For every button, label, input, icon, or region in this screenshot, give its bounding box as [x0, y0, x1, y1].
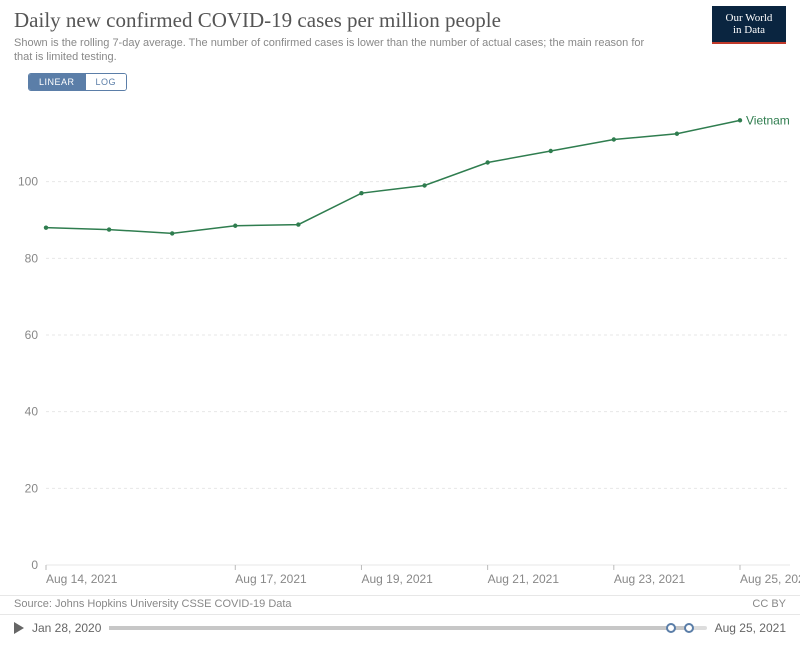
- chart-footer: Source: Johns Hopkins University CSSE CO…: [0, 595, 800, 615]
- series-point: [422, 183, 426, 187]
- chart-area: 0 20 40 60 80 100 Aug 14, 2021 Aug 17, 2021 Aug …: [0, 95, 800, 595]
- x-tick-label: Aug 21, 2021: [488, 572, 560, 586]
- y-tick-label: 100: [18, 174, 38, 188]
- series-point: [549, 148, 553, 152]
- x-tick-label: Aug 25, 2021: [740, 572, 800, 586]
- series-point: [675, 131, 679, 135]
- x-tick-label: Aug 19, 2021: [361, 572, 433, 586]
- timeline-fill: [109, 626, 688, 630]
- y-tick-label: 40: [25, 404, 39, 418]
- logo-line2: in Data: [712, 24, 786, 36]
- series-line-vietnam: [46, 120, 740, 233]
- timeline-end-label: Aug 25, 2021: [715, 621, 786, 635]
- series-label-vietnam[interactable]: Vietnam: [746, 113, 790, 127]
- series-point: [233, 223, 237, 227]
- chart-subtitle: Shown is the rolling 7-day average. The …: [14, 36, 654, 65]
- line-chart: 0 20 40 60 80 100 Aug 14, 2021 Aug 17, 2021 Aug …: [0, 95, 800, 595]
- series-point: [359, 191, 363, 195]
- y-tick-label: 60: [25, 328, 39, 342]
- handle-end[interactable]: [684, 623, 694, 633]
- owid-logo: Our World in Data: [712, 6, 786, 44]
- license-text: CC BY: [752, 598, 786, 610]
- scale-tab-log[interactable]: LOG: [85, 74, 127, 90]
- x-tick-label: Aug 17, 2021: [235, 572, 307, 586]
- scale-tabs: LINEARLOG: [28, 73, 127, 91]
- chart-header: Our World in Data Daily new confirmed CO…: [0, 0, 800, 95]
- timeline-track[interactable]: [109, 626, 706, 630]
- y-tick-label: 20: [25, 481, 39, 495]
- chart-title: Daily new confirmed COVID-19 cases per m…: [14, 8, 786, 33]
- series-point: [170, 231, 174, 235]
- source-text: Source: Johns Hopkins University CSSE CO…: [14, 598, 292, 610]
- timeline[interactable]: Jan 28, 2020 Aug 25, 2021: [0, 615, 800, 641]
- x-tick-label: Aug 23, 2021: [614, 572, 686, 586]
- x-tick-label: Aug 14, 2021: [46, 572, 118, 586]
- timeline-start-label: Jan 28, 2020: [32, 621, 101, 635]
- y-tick-label: 80: [25, 251, 39, 265]
- series-point: [612, 137, 616, 141]
- scale-tab-linear[interactable]: LINEAR: [29, 74, 85, 90]
- y-tick-label: 0: [31, 558, 38, 572]
- play-icon[interactable]: [14, 622, 24, 634]
- series-point: [44, 225, 48, 229]
- series-point: [296, 222, 300, 226]
- series-point: [107, 227, 111, 231]
- series-point: [485, 160, 489, 164]
- logo-line1: Our World: [712, 12, 786, 24]
- handle-start[interactable]: [666, 623, 676, 633]
- series-point: [738, 118, 742, 122]
